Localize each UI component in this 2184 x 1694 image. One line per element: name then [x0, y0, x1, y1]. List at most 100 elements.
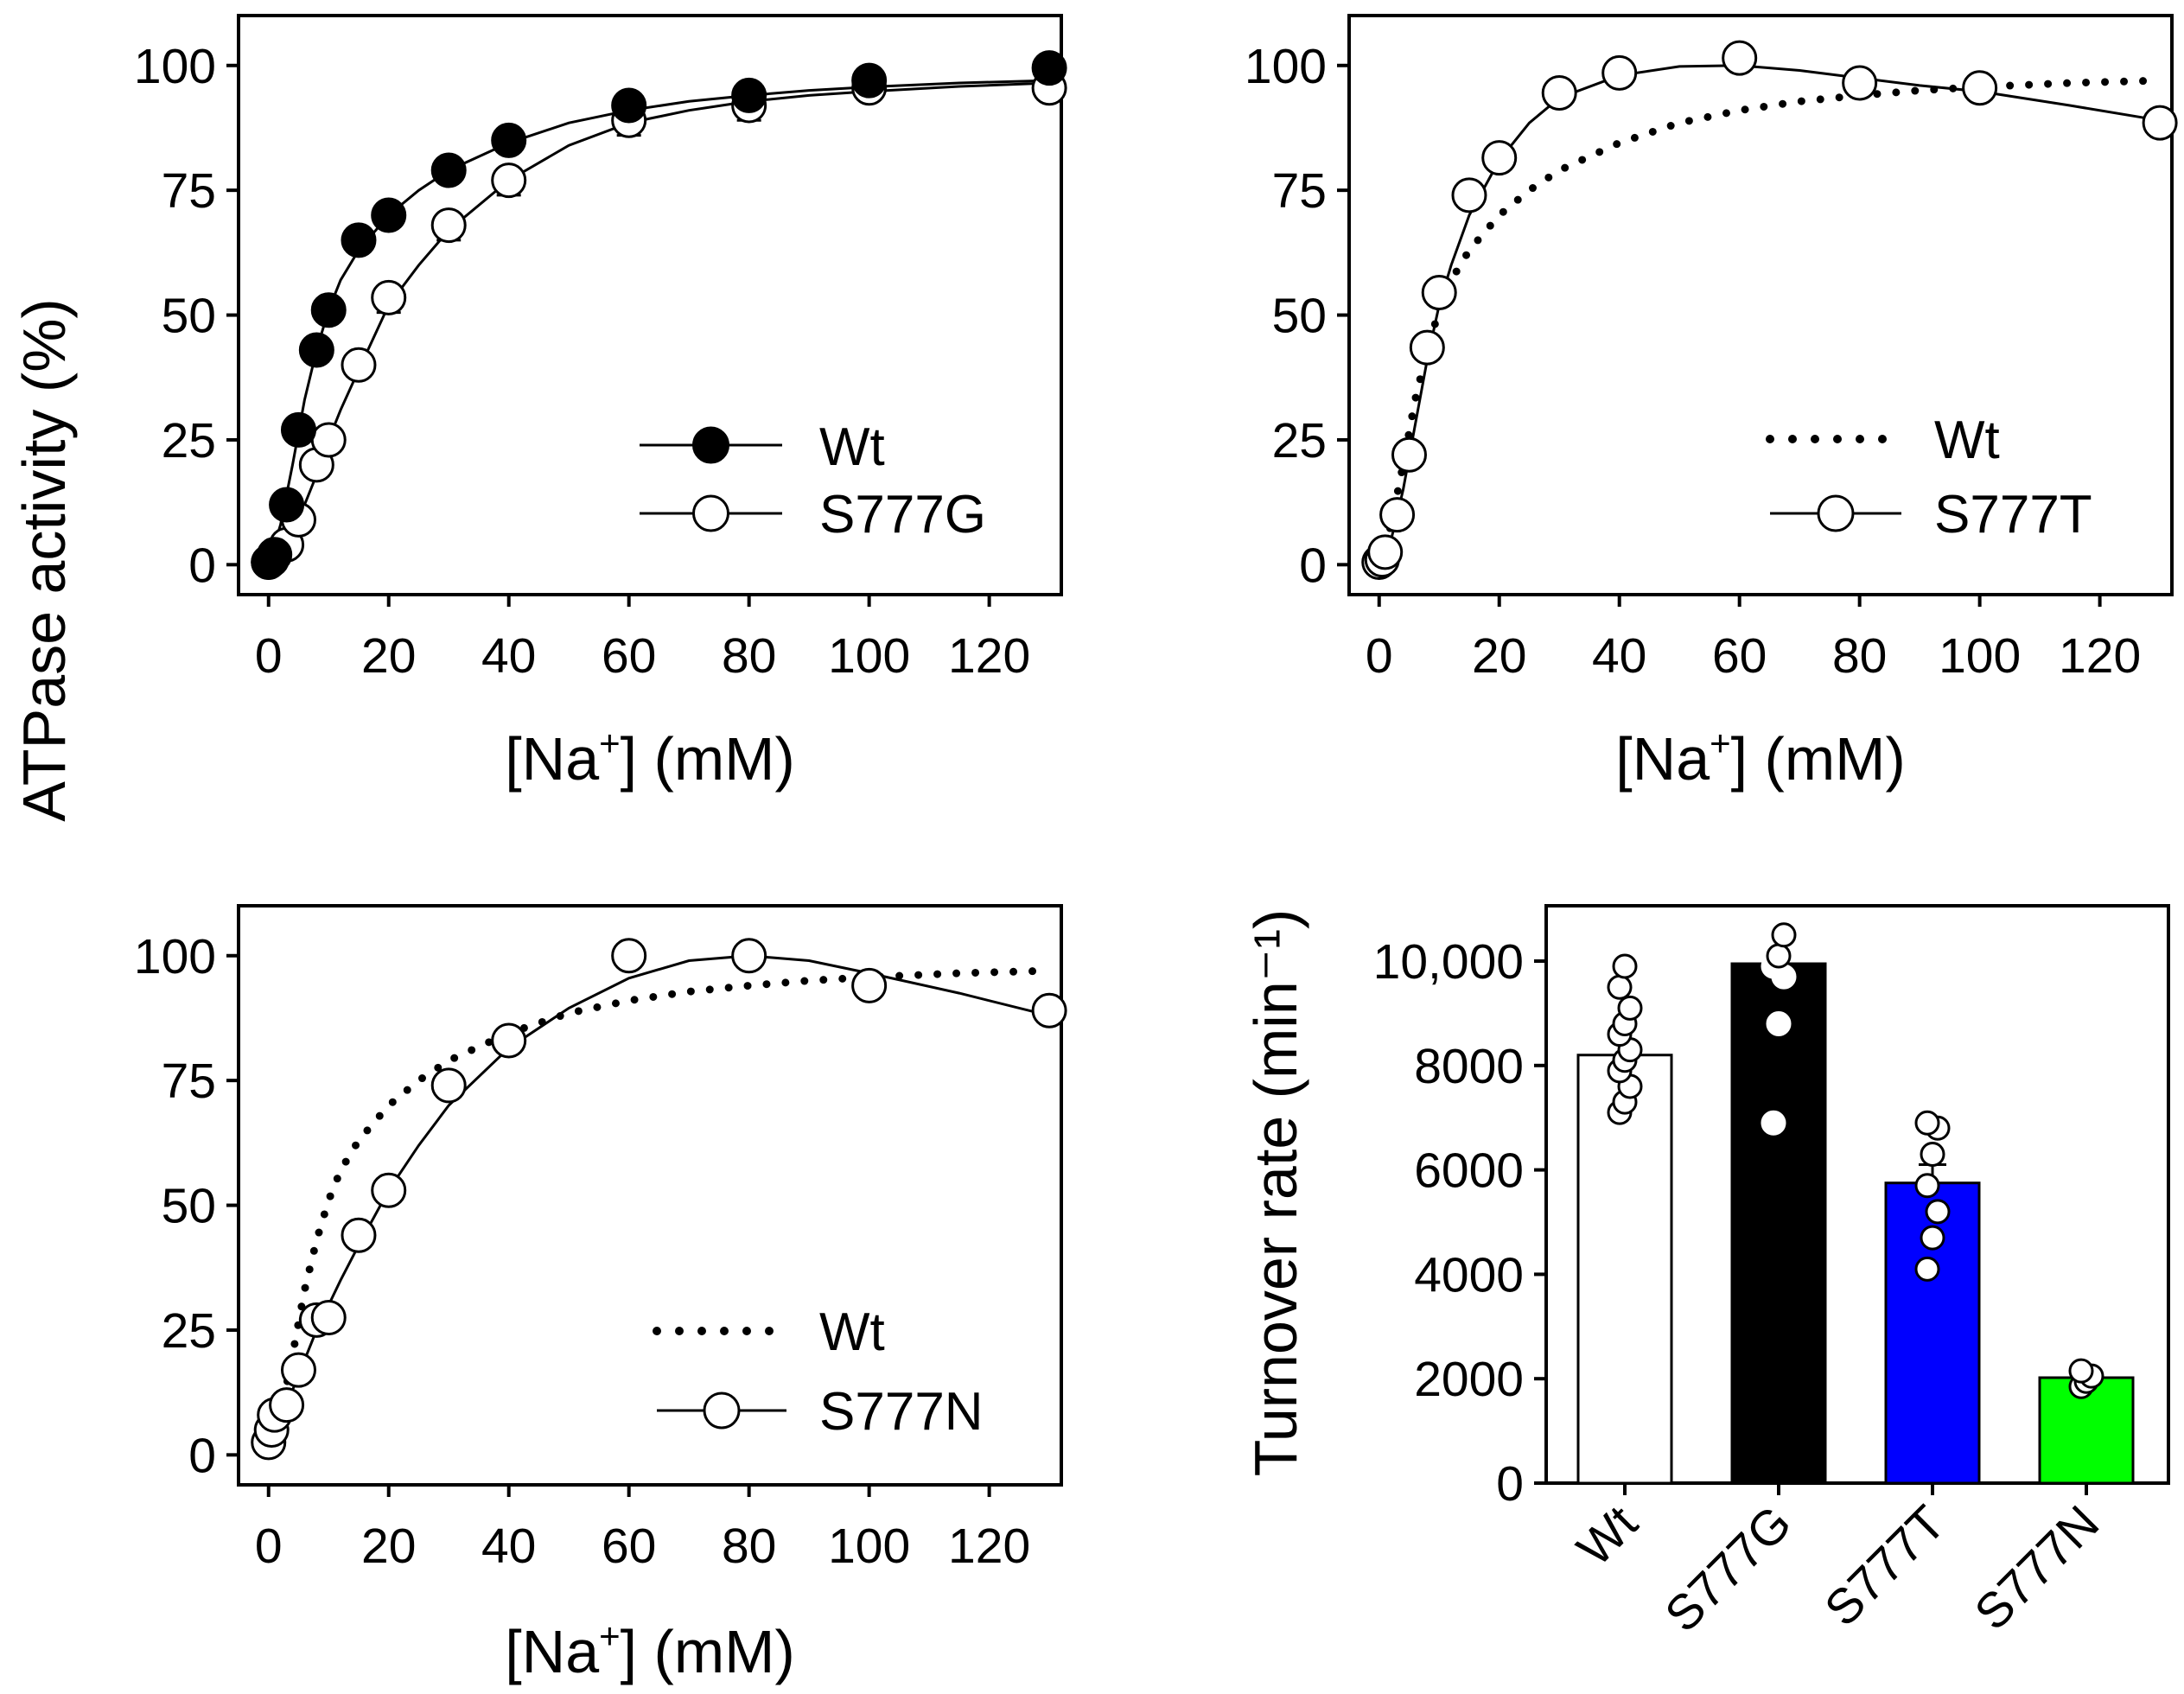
data-point-wt [1607, 974, 1633, 1000]
data-point-s777t [1914, 1256, 1940, 1282]
data-point-s777n [430, 1067, 467, 1104]
y-tick-label: 50 [1272, 289, 1327, 344]
y-tick-label: 50 [162, 289, 216, 344]
x-tick-label: S777G [1654, 1495, 1802, 1643]
x-tick-label: S777N [1964, 1495, 2111, 1641]
legend-marker-wt [692, 426, 729, 464]
data-point-s777g [310, 422, 347, 458]
x-tick-label: 120 [948, 1519, 1030, 1574]
x-tick-label: 20 [361, 628, 416, 684]
data-point-s777t [1914, 1173, 1940, 1199]
data-point-s777n [491, 1022, 527, 1059]
legend-label-s777g: S777G [819, 485, 986, 544]
data-point-s777t [1920, 1225, 1945, 1251]
data-point-wt [1031, 50, 1067, 86]
fit-line-wt [267, 79, 1050, 565]
y-tick-label: 25 [1272, 413, 1327, 468]
panel-c-axes: 0 20 40 60 80 100 120 0 25 50 75 100 [134, 929, 1030, 1574]
y-tick-label: 25 [162, 1303, 216, 1359]
panel-b-x-axis-label: [Na+] (mM) [1615, 723, 1906, 793]
panel-a-data-points [251, 50, 1067, 580]
panel-d-plot-frame [1544, 904, 2170, 1485]
panel-c-legend: Wt S777N [653, 1302, 984, 1442]
x-tick-label: 100 [828, 1519, 910, 1574]
panel-a-axes: 0 20 40 60 80 100 120 0 25 50 75 100 [134, 39, 1030, 684]
data-point-s777g [1761, 1110, 1786, 1136]
y-tick-label: 75 [162, 1054, 216, 1109]
data-point-wt [269, 487, 305, 523]
data-point-s777t [1722, 40, 1758, 76]
x-tick-label: 20 [361, 1519, 416, 1574]
data-point-wt [1617, 995, 1643, 1021]
panel-b-chart: 0 20 40 60 80 100 120 0 25 50 75 100 Wt S777T [Na+]… [1245, 14, 2178, 793]
panel-a-fit-lines [267, 79, 1050, 566]
y-tick-label: 0 [188, 538, 216, 593]
data-point-s777n [341, 1217, 377, 1253]
data-point-wt [371, 197, 407, 233]
legend-label-wt: Wt [819, 417, 885, 477]
data-point-s777t [1451, 177, 1487, 213]
data-point-s777t [1914, 1110, 1940, 1136]
y-tick-label: 0 [1496, 1456, 1524, 1512]
y-tick-label: 4000 [1414, 1247, 1524, 1302]
y-tick-label: 100 [134, 39, 216, 94]
data-point-s777n [2068, 1358, 2094, 1384]
data-point-wt [298, 332, 334, 368]
fit-line-s777t [1378, 64, 2161, 565]
panel-a-plot-frame [237, 14, 1063, 596]
data-point-wt [430, 152, 467, 188]
x-tick-label: 40 [481, 628, 536, 684]
legend-marker-s777n [703, 1392, 741, 1430]
data-point-s777n [611, 938, 647, 974]
panel-b-fit-lines [1375, 64, 2164, 569]
data-point-s777n [851, 967, 888, 1003]
data-point-s777n [371, 1172, 407, 1208]
data-point-wt [1612, 953, 1638, 979]
data-point-s777n [731, 938, 767, 974]
y-tick-label: 25 [162, 413, 216, 468]
data-point-wt [341, 222, 377, 258]
data-point-s777n [280, 1352, 316, 1388]
data-point-wt [491, 122, 527, 158]
data-point-s777t [1925, 1199, 1951, 1225]
data-point-s777t [1379, 497, 1416, 533]
data-point-wt [257, 537, 293, 573]
panel-c-plot-frame [237, 904, 1063, 1487]
y-tick-label: 100 [1245, 39, 1327, 94]
data-point-s777t [1367, 534, 1404, 570]
data-point-s777g [371, 279, 407, 315]
x-tick-label: 100 [1939, 628, 2021, 684]
data-point-wt [851, 62, 888, 99]
data-point-s777t [1421, 275, 1457, 311]
data-point-s777t [1962, 70, 1998, 106]
y-tick-label: 0 [1299, 538, 1327, 593]
y-tick-label: 75 [162, 163, 216, 219]
panel-a-chart: 0 20 40 60 80 100 120 0 25 50 75 100 Wt S777G [Na+]… [134, 14, 1067, 793]
panel-c-data-points [251, 938, 1067, 1461]
data-point-wt [310, 292, 347, 328]
x-tick-label: 60 [602, 1519, 656, 1574]
data-point-s777n [1031, 992, 1067, 1028]
data-point-s777t [1481, 140, 1518, 176]
y-tick-label: 2000 [1414, 1352, 1524, 1407]
legend-label-wt: Wt [1934, 411, 2000, 470]
x-tick-label: 60 [1712, 628, 1767, 684]
x-tick-label: 40 [481, 1519, 536, 1574]
shared-y-axis-label: ATPase activity (%) [10, 298, 78, 822]
data-point-s777n [269, 1387, 305, 1423]
x-tick-label: 100 [828, 628, 910, 684]
fit-line-s777g [267, 81, 1050, 566]
legend-label-s777n: S777N [819, 1382, 984, 1442]
panel-d-chart: 0 2000 4000 6000 8000 10,000 Wt S777G S777T S777N… [1242, 904, 2170, 1643]
data-point-s777g [1766, 943, 1792, 969]
panel-d-y-axis-label: Turnover rate (min⁻¹) [1242, 909, 1309, 1477]
panel-c-chart: 0 20 40 60 80 100 120 0 25 50 75 100 Wt S777N [Na+]… [134, 904, 1067, 1685]
x-tick-label: 0 [1366, 628, 1393, 684]
data-point-s777t [2142, 105, 2178, 141]
data-point-s777t [1541, 75, 1577, 111]
panel-b-axes: 0 20 40 60 80 100 120 0 25 50 75 100 [1245, 39, 2141, 684]
x-tick-label: 120 [2059, 628, 2141, 684]
panel-a-x-axis-label: [Na+] (mM) [505, 723, 795, 793]
data-point-s777g [430, 207, 467, 244]
data-point-wt [731, 77, 767, 113]
